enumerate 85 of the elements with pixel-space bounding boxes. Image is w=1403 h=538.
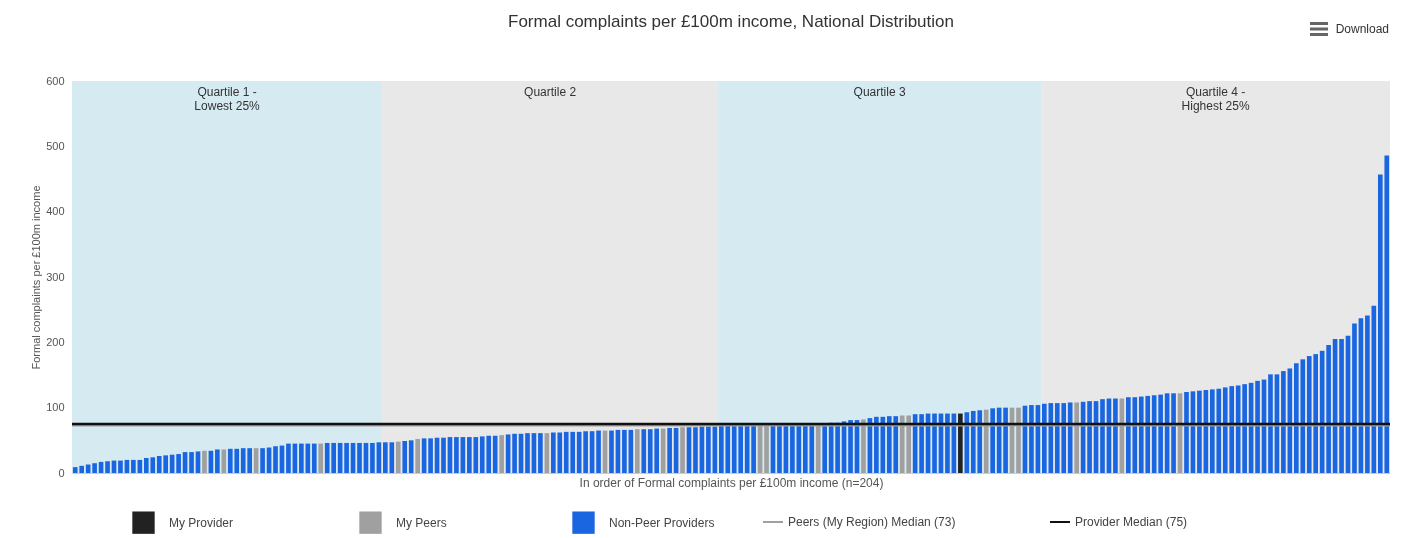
bar — [1326, 344, 1331, 473]
bar — [751, 425, 756, 473]
bar — [512, 433, 517, 473]
bar — [777, 425, 782, 473]
bar — [1113, 398, 1118, 473]
bar — [176, 454, 181, 473]
bar — [189, 452, 194, 473]
bar — [790, 425, 795, 473]
bar — [538, 433, 543, 473]
bar — [273, 446, 278, 473]
bar — [706, 426, 711, 473]
legend-label: Peers (My Region) Median (73) — [788, 515, 956, 529]
bar — [634, 429, 640, 473]
bar — [667, 427, 672, 473]
x-axis-title: In order of Formal complaints per £100m income (n=204) — [579, 475, 884, 490]
bar — [1184, 391, 1189, 473]
bar — [1029, 405, 1034, 473]
y-tick-label: 400 — [46, 205, 65, 218]
bar — [260, 448, 265, 473]
bar — [1171, 393, 1176, 473]
bar — [428, 438, 433, 473]
bar — [932, 413, 937, 473]
bar — [318, 443, 324, 473]
bar — [1242, 384, 1247, 473]
bar — [874, 416, 879, 473]
bar — [492, 435, 498, 473]
bar — [945, 413, 950, 473]
bar — [131, 459, 136, 473]
bar — [919, 414, 924, 473]
bar — [92, 463, 97, 473]
bar — [1197, 390, 1202, 473]
y-tick-label: 0 — [58, 466, 65, 479]
legend-label: Provider Median (75) — [1075, 515, 1188, 529]
bar — [1281, 371, 1286, 473]
annotation: Quartile 4 - Highest 25% — [1181, 85, 1250, 113]
bar — [344, 442, 349, 473]
bar — [990, 408, 995, 473]
y-tick-label: 500 — [46, 139, 65, 152]
bar — [1100, 399, 1105, 473]
bar — [408, 440, 414, 473]
bar — [402, 440, 408, 473]
y-tick-label: 600 — [46, 74, 65, 87]
bar — [964, 412, 970, 473]
legend-label: My Provider — [169, 515, 234, 530]
bar — [693, 427, 698, 473]
y-tick-label: 300 — [46, 270, 65, 283]
y-tick-label: 200 — [46, 335, 65, 348]
bar — [1087, 401, 1092, 473]
bar — [105, 461, 110, 473]
bar — [1255, 380, 1260, 473]
bar — [583, 431, 588, 473]
bar — [395, 441, 401, 473]
bar — [596, 430, 601, 473]
y-axis-title: Formal complaints per £100m income — [30, 185, 43, 370]
annotation: Quartile 3 — [853, 85, 906, 99]
bar — [454, 437, 459, 473]
bar — [622, 429, 627, 473]
legend-label: My Peers — [396, 515, 447, 530]
bar — [311, 443, 317, 473]
bar — [1339, 339, 1344, 473]
bar — [1268, 374, 1273, 473]
bar — [525, 433, 530, 473]
bar — [609, 430, 614, 473]
bar — [357, 442, 362, 473]
bar — [1365, 315, 1370, 473]
annotation: Quartile 2 — [524, 85, 577, 99]
bar — [499, 435, 504, 473]
bar — [441, 437, 446, 473]
bar — [1352, 323, 1357, 473]
bar — [641, 429, 647, 473]
chart-title: Formal complaints per £100m income, National Distribution — [508, 12, 954, 31]
bar — [1003, 407, 1008, 473]
annotation: Quartile 1 - Lowest 25% — [194, 85, 261, 113]
bar — [202, 450, 207, 473]
text: Download — [1335, 22, 1389, 36]
bar — [1067, 402, 1073, 473]
bar — [118, 460, 123, 473]
y-tick-label: 100 — [46, 401, 65, 414]
bar — [286, 443, 291, 473]
legend-label: Non-Peer Providers — [609, 515, 715, 530]
bar — [415, 439, 420, 473]
bar — [958, 413, 963, 473]
bar — [370, 442, 375, 473]
bar — [848, 420, 853, 473]
bar — [215, 449, 220, 473]
